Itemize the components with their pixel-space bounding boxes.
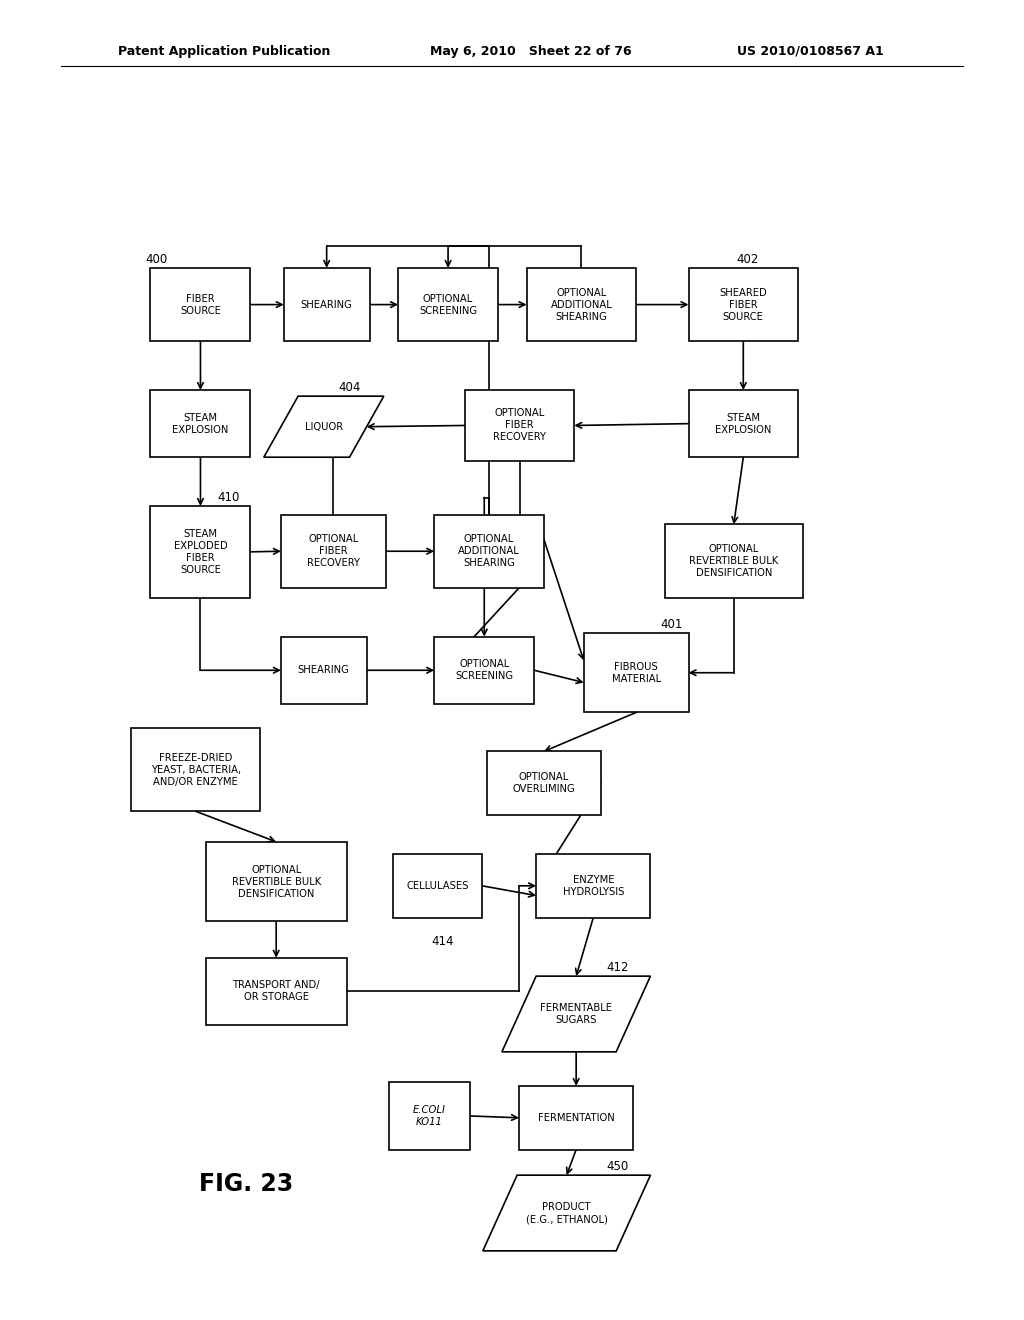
FancyBboxPatch shape <box>434 515 544 587</box>
FancyBboxPatch shape <box>281 515 386 587</box>
FancyBboxPatch shape <box>688 268 798 342</box>
Text: FIBROUS
MATERIAL: FIBROUS MATERIAL <box>611 661 660 684</box>
Text: 414: 414 <box>431 935 454 948</box>
Text: OPTIONAL
OVERLIMING: OPTIONAL OVERLIMING <box>512 772 575 795</box>
Text: E.COLI
KO11: E.COLI KO11 <box>413 1105 445 1127</box>
Text: STEAM
EXPLOSION: STEAM EXPLOSION <box>172 413 228 434</box>
FancyBboxPatch shape <box>206 842 347 921</box>
Text: OPTIONAL
REVERTIBLE BULK
DENSIFICATION: OPTIONAL REVERTIBLE BULK DENSIFICATION <box>689 544 778 578</box>
Text: LIQUOR: LIQUOR <box>305 421 343 432</box>
FancyBboxPatch shape <box>393 854 482 917</box>
FancyBboxPatch shape <box>284 268 370 342</box>
Text: ENZYME
HYDROLYSIS: ENZYME HYDROLYSIS <box>562 875 624 896</box>
Text: SHEARING: SHEARING <box>301 300 352 310</box>
FancyBboxPatch shape <box>519 1086 633 1150</box>
Polygon shape <box>264 396 384 457</box>
FancyBboxPatch shape <box>465 391 574 461</box>
FancyBboxPatch shape <box>434 636 535 704</box>
Text: FREEZE-DRIED
YEAST, BACTERIA,
AND/OR ENZYME: FREEZE-DRIED YEAST, BACTERIA, AND/OR ENZ… <box>151 752 241 787</box>
Text: FERMENTABLE
SUGARS: FERMENTABLE SUGARS <box>541 1003 612 1026</box>
Text: SHEARING: SHEARING <box>298 665 350 676</box>
Text: 402: 402 <box>736 252 759 265</box>
Text: OPTIONAL
SCREENING: OPTIONAL SCREENING <box>419 293 477 315</box>
Text: STEAM
EXPLODED
FIBER
SOURCE: STEAM EXPLODED FIBER SOURCE <box>174 529 227 574</box>
Text: 412: 412 <box>606 961 629 974</box>
FancyBboxPatch shape <box>206 958 347 1024</box>
Text: 400: 400 <box>145 252 168 265</box>
Text: CELLULASES: CELLULASES <box>407 880 469 891</box>
FancyBboxPatch shape <box>665 524 803 598</box>
Text: OPTIONAL
ADDITIONAL
SHEARING: OPTIONAL ADDITIONAL SHEARING <box>551 288 612 322</box>
FancyBboxPatch shape <box>151 391 251 457</box>
Text: TRANSPORT AND/
OR STORAGE: TRANSPORT AND/ OR STORAGE <box>232 981 319 1002</box>
FancyBboxPatch shape <box>526 268 636 342</box>
FancyBboxPatch shape <box>388 1082 469 1150</box>
FancyBboxPatch shape <box>584 634 688 713</box>
FancyBboxPatch shape <box>398 268 498 342</box>
Text: Patent Application Publication: Patent Application Publication <box>118 45 330 58</box>
Text: 404: 404 <box>338 380 360 393</box>
Text: May 6, 2010   Sheet 22 of 76: May 6, 2010 Sheet 22 of 76 <box>430 45 632 58</box>
Text: 410: 410 <box>217 491 240 504</box>
FancyBboxPatch shape <box>151 268 251 342</box>
FancyBboxPatch shape <box>281 636 367 704</box>
Text: OPTIONAL
REVERTIBLE BULK
DENSIFICATION: OPTIONAL REVERTIBLE BULK DENSIFICATION <box>231 865 321 899</box>
Polygon shape <box>483 1175 650 1251</box>
Text: SHEARED
FIBER
SOURCE: SHEARED FIBER SOURCE <box>720 288 767 322</box>
Text: PRODUCT
(E.G., ETHANOL): PRODUCT (E.G., ETHANOL) <box>525 1203 607 1224</box>
Text: US 2010/0108567 A1: US 2010/0108567 A1 <box>737 45 884 58</box>
FancyBboxPatch shape <box>537 854 650 917</box>
Text: 401: 401 <box>659 618 682 631</box>
FancyBboxPatch shape <box>131 729 260 812</box>
FancyBboxPatch shape <box>151 506 251 598</box>
Text: OPTIONAL
FIBER
RECOVERY: OPTIONAL FIBER RECOVERY <box>307 535 359 568</box>
Text: FIG. 23: FIG. 23 <box>199 1172 293 1196</box>
Text: FERMENTATION: FERMENTATION <box>538 1113 614 1123</box>
Text: OPTIONAL
ADDITIONAL
SHEARING: OPTIONAL ADDITIONAL SHEARING <box>458 535 520 568</box>
Text: OPTIONAL
SCREENING: OPTIONAL SCREENING <box>456 659 513 681</box>
Text: FIBER
SOURCE: FIBER SOURCE <box>180 293 221 315</box>
FancyBboxPatch shape <box>486 751 601 814</box>
Polygon shape <box>502 977 650 1052</box>
Text: OPTIONAL
FIBER
RECOVERY: OPTIONAL FIBER RECOVERY <box>493 408 546 442</box>
Text: 450: 450 <box>606 1160 629 1172</box>
Text: STEAM
EXPLOSION: STEAM EXPLOSION <box>715 413 771 434</box>
FancyBboxPatch shape <box>688 391 798 457</box>
